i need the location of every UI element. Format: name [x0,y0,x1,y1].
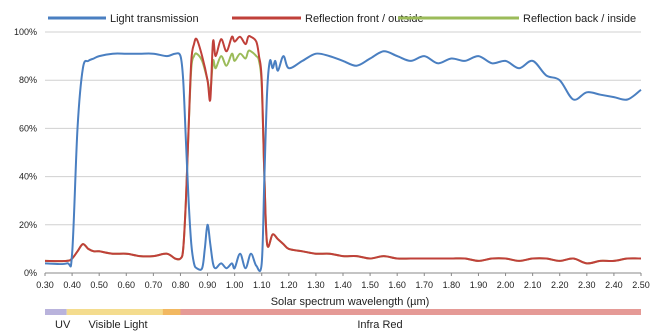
y-tick-label: 40% [19,172,37,182]
x-tick-label: 1.00 [226,280,244,290]
series-line [44,35,642,265]
x-tick-label: 1.30 [307,280,325,290]
x-tick-label: 1.10 [253,280,271,290]
x-tick-label: 0.40 [63,280,81,290]
band-label: UV [55,319,71,331]
x-tick-label: 1.70 [416,280,434,290]
x-tick-label: 1.20 [280,280,298,290]
y-tick-label: 0% [24,268,37,278]
x-tick-label: 1.90 [470,280,488,290]
x-tick-label: 0.30 [36,280,54,290]
x-tick-label: 0.90 [199,280,217,290]
x-tick-label: 1.40 [334,280,352,290]
y-tick-label: 60% [19,123,37,133]
x-tick-label: 2.20 [551,280,569,290]
x-tick-label: 0.60 [118,280,136,290]
band-bar [66,309,176,315]
x-tick-label: 0.70 [145,280,163,290]
x-tick-label: 2.00 [497,280,515,290]
y-tick-label: 80% [19,75,37,85]
y-axis-ticks: 0% 20% 40% 60% 80% 100% [14,27,37,278]
spectrum-bands: UV Visible Light Infra Red [45,309,641,331]
x-tick-label: 0.80 [172,280,190,290]
grid [45,31,641,274]
y-tick-label: 100% [14,27,37,37]
band-bar [162,309,181,315]
x-tick-label: 2.50 [632,280,650,290]
legend-label: Light transmission [110,13,199,25]
x-axis-ticks: 0.30 0.40 0.50 0.60 0.70 0.80 0.90 1.00 1.10 1.20… [36,273,650,290]
legend-label: Reflection back / inside [523,13,636,25]
legend: Light transmission Reflection front / out… [48,13,636,25]
y-tick-label: 20% [19,220,37,230]
x-axis-label: Solar spectrum wavelength (µm) [271,296,430,308]
band-bar [45,309,67,315]
x-tick-label: 2.40 [605,280,623,290]
legend-label: Reflection front / outside [305,13,424,25]
band-bar [175,309,641,315]
band-label: Visible Light [88,319,147,331]
x-tick-label: 1.80 [443,280,461,290]
series-line [44,49,642,265]
series-lines [44,35,642,273]
x-tick-label: 1.60 [388,280,406,290]
series-line [44,50,642,273]
x-tick-label: 0.50 [90,280,108,290]
x-tick-label: 2.30 [578,280,596,290]
x-tick-label: 1.50 [361,280,379,290]
band-label: Infra Red [357,319,402,331]
x-tick-label: 2.10 [524,280,542,290]
